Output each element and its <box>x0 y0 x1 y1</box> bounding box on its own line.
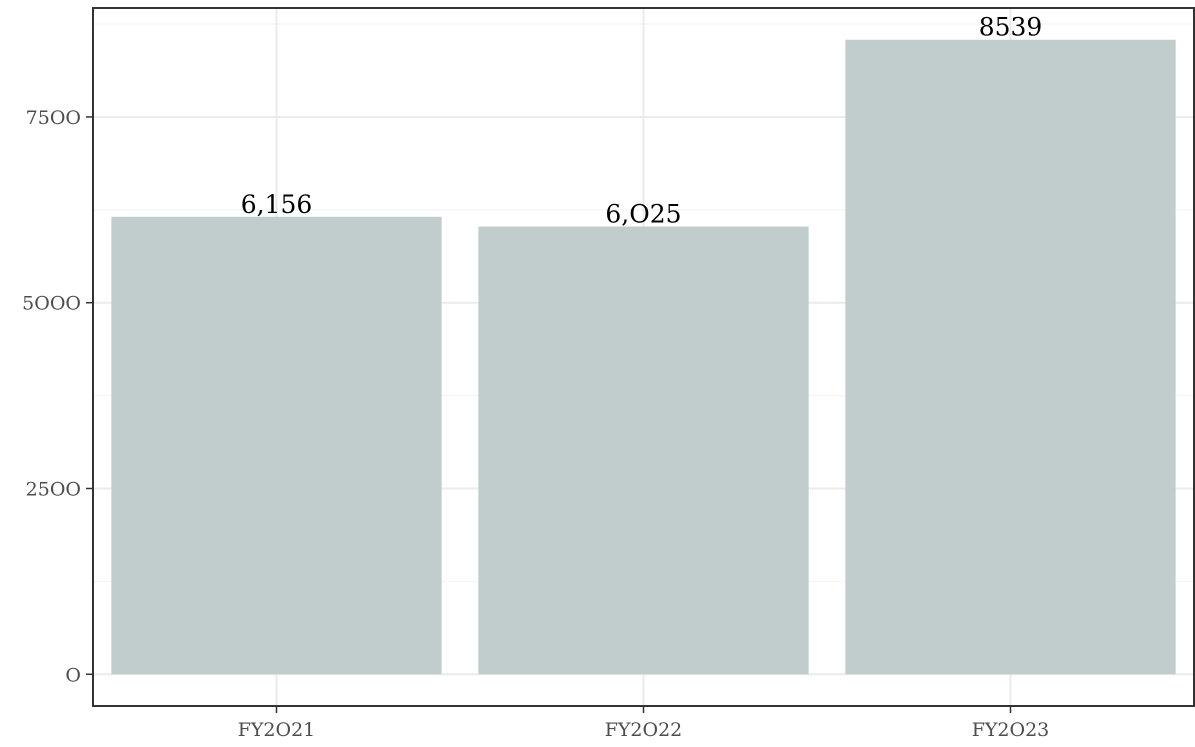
x-tick-label: FY2O23 <box>972 719 1050 741</box>
data-label: 6,O25 <box>605 200 681 229</box>
bar <box>111 216 442 675</box>
y-axis: O 25OO 5OOO 75OO <box>22 107 93 686</box>
x-axis: FY2O21 FY2O22 FY2O23 <box>238 706 1050 741</box>
x-tick-label: FY2O21 <box>238 719 316 741</box>
data-labels: 6,156 6,O25 8539 <box>241 13 1043 229</box>
bar <box>478 226 809 675</box>
x-tick-label: FY2O22 <box>605 719 683 741</box>
bar-series <box>111 39 1176 675</box>
y-tick-label: 75OO <box>26 107 81 129</box>
data-label: 8539 <box>979 13 1043 42</box>
bar <box>845 39 1176 675</box>
y-tick-label: 25OO <box>26 478 81 500</box>
y-tick-label: O <box>65 664 81 686</box>
y-tick-label: 5OOO <box>22 293 81 315</box>
data-label: 6,156 <box>241 190 313 219</box>
